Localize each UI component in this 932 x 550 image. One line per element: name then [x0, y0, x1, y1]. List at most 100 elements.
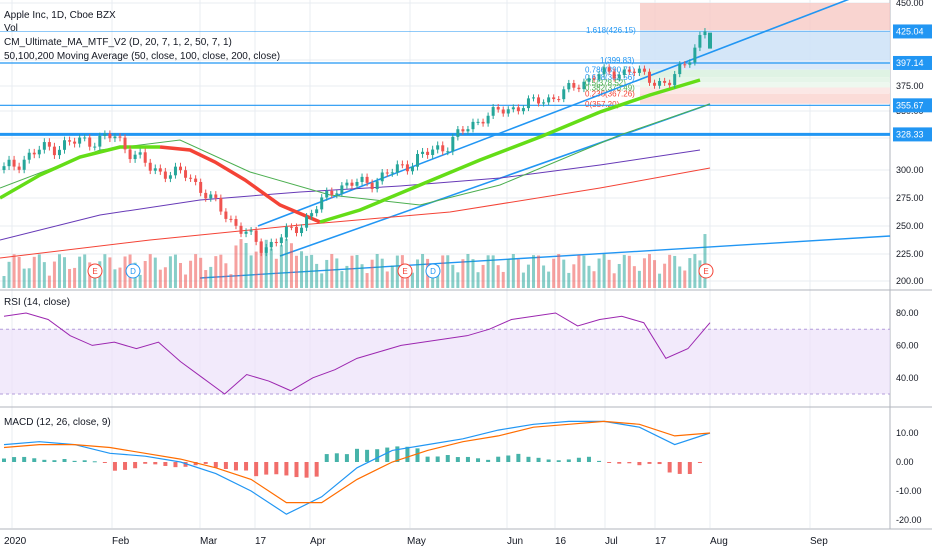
price-badge-label: 355.67 [896, 100, 924, 110]
ultimate-ma-down [159, 145, 321, 224]
volume-bar [153, 257, 157, 288]
long-trend-line [199, 235, 891, 279]
candle-body [668, 82, 672, 86]
volume-bar [279, 245, 283, 288]
volume-bar [637, 270, 641, 288]
candle-body [360, 176, 364, 182]
candle-body [300, 227, 304, 233]
macd-histogram-bar [385, 447, 390, 462]
fib-level-label: 0.382(373.49) [585, 84, 635, 93]
volume-bar [189, 260, 193, 288]
macd-histogram-bar [607, 462, 612, 463]
volume-bar [688, 258, 692, 288]
indicator-ultimate-ma: CM_Ultimate_MA_MTF_V2 (D, 20, 7, 1, 2, 5… [4, 37, 232, 48]
macd-line [3, 420, 711, 515]
macd-histogram-bar [244, 462, 249, 471]
candle-body [189, 177, 193, 179]
volume-bar [158, 269, 162, 288]
volume-bar [17, 257, 21, 288]
volume-bar [582, 255, 586, 288]
volume-bar [526, 264, 530, 288]
candle-body [587, 78, 591, 82]
candle-body [526, 98, 530, 109]
candle-body [395, 164, 399, 173]
candles [2, 28, 707, 288]
candle-body [12, 159, 16, 167]
candle-body [204, 192, 208, 199]
fib-level-label: 1(399.83) [600, 56, 635, 65]
macd-histogram-bar [496, 456, 501, 462]
candle-body [214, 194, 218, 198]
volume-bar [274, 258, 278, 288]
macd-tick-label: 0.00 [896, 457, 914, 467]
price-tick-label: 275.00 [896, 193, 924, 203]
candle-body [22, 159, 26, 170]
volume-bar [577, 255, 581, 288]
marker-label: D [430, 267, 436, 276]
volume-bar [52, 261, 56, 288]
candle-body [224, 211, 228, 219]
price-tick-label: 300.00 [896, 165, 924, 175]
price-badge [893, 24, 932, 39]
volume-bar [22, 268, 26, 288]
macd-histogram-bar [506, 455, 511, 462]
candle-body [622, 69, 626, 75]
volume-bar [325, 259, 329, 288]
macd-histogram-bar [425, 456, 430, 462]
macd-histogram-bar [112, 462, 117, 471]
volume-bar [622, 254, 626, 288]
candle-body [577, 87, 581, 90]
fib-level-label: 0.5(378.52) [585, 78, 626, 87]
volume-bar [63, 257, 67, 288]
time-axis-label: Aug [710, 536, 728, 547]
candle-body [678, 64, 682, 75]
macd-histogram-bar [274, 462, 279, 475]
candle-body [365, 176, 369, 183]
candle-body [123, 137, 127, 150]
price-badge [893, 55, 932, 70]
macd-histogram-bar [465, 456, 470, 462]
volume-bar [421, 254, 425, 288]
volume-bar [683, 270, 687, 288]
macd-histogram-bar [667, 462, 672, 473]
candle-body [642, 68, 646, 72]
candle-body [289, 226, 293, 228]
price-badge-label: 425.04 [896, 26, 924, 36]
macd-histogram-bar [223, 462, 228, 469]
candle-body [476, 121, 480, 123]
earnings-marker: E [698, 263, 714, 279]
marker-circle [425, 263, 441, 279]
candle-body [456, 129, 460, 137]
candle-body [486, 115, 490, 124]
candle-body [340, 185, 344, 194]
volume-bar [431, 271, 435, 288]
macd-histogram-bar [72, 460, 77, 462]
volume-bar [219, 254, 223, 288]
candle-body [688, 62, 692, 65]
volume-bar [57, 254, 61, 288]
macd-histogram-bar [405, 446, 410, 462]
volume-bar [173, 254, 177, 288]
volume-bar [284, 239, 288, 288]
volume-bar [103, 254, 107, 288]
volume-bar [592, 271, 596, 288]
candle-body [658, 80, 662, 86]
volume-bar [542, 265, 546, 288]
volume-bar [73, 267, 77, 288]
volume-bar [572, 264, 576, 288]
volume-bar [456, 272, 460, 288]
volume-bar [471, 259, 475, 288]
volume-bar [330, 254, 334, 288]
volume-bar [259, 240, 263, 288]
candle-body [496, 107, 500, 110]
candle-body [385, 172, 389, 174]
macd-histogram-bar [365, 449, 370, 462]
earnings-marker: E [397, 263, 413, 279]
chart-title: Apple Inc, 1D, Cboe BZX [4, 10, 116, 21]
rsi-line [3, 312, 711, 395]
macd-histogram-bar [153, 462, 158, 465]
volume-bar [229, 274, 233, 288]
ma-100-line [0, 149, 701, 241]
macd-histogram-bar [334, 453, 339, 462]
